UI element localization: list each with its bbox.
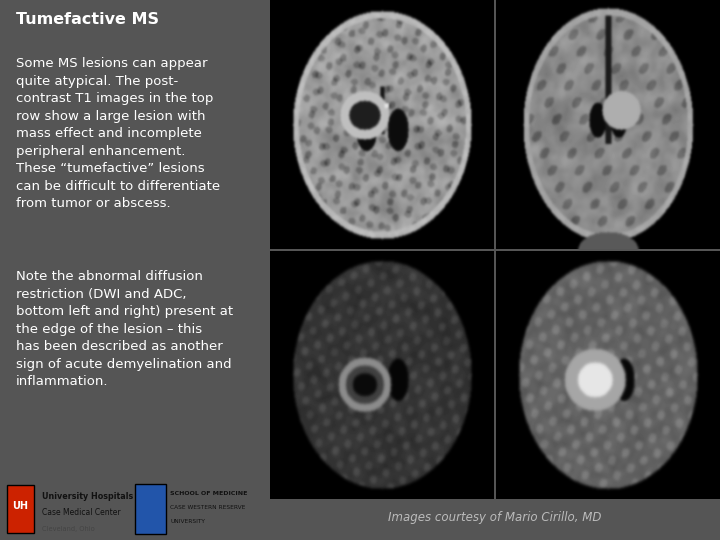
Text: SCHOOL OF MEDICINE: SCHOOL OF MEDICINE — [170, 491, 248, 496]
Text: CASE WESTERN RESERVE: CASE WESTERN RESERVE — [170, 505, 246, 510]
Text: Cleveland, Ohio: Cleveland, Ohio — [42, 526, 94, 532]
Text: Case Medical Center: Case Medical Center — [42, 508, 120, 517]
FancyBboxPatch shape — [135, 484, 166, 534]
Text: University Hospitals: University Hospitals — [42, 492, 133, 501]
Text: UH: UH — [12, 501, 28, 511]
Text: Tumefactive MS: Tumefactive MS — [16, 12, 159, 27]
Text: Some MS lesions can appear
quite atypical. The post-
contrast T1 images in the t: Some MS lesions can appear quite atypica… — [16, 57, 220, 211]
Text: UNIVERSITY: UNIVERSITY — [170, 519, 205, 524]
FancyBboxPatch shape — [6, 485, 34, 532]
Text: Note the abnormal diffusion
restriction (DWI and ADC,
bottom left and right) pre: Note the abnormal diffusion restriction … — [16, 270, 233, 388]
Text: Images courtesy of Mario Cirillo, MD: Images courtesy of Mario Cirillo, MD — [388, 511, 602, 524]
